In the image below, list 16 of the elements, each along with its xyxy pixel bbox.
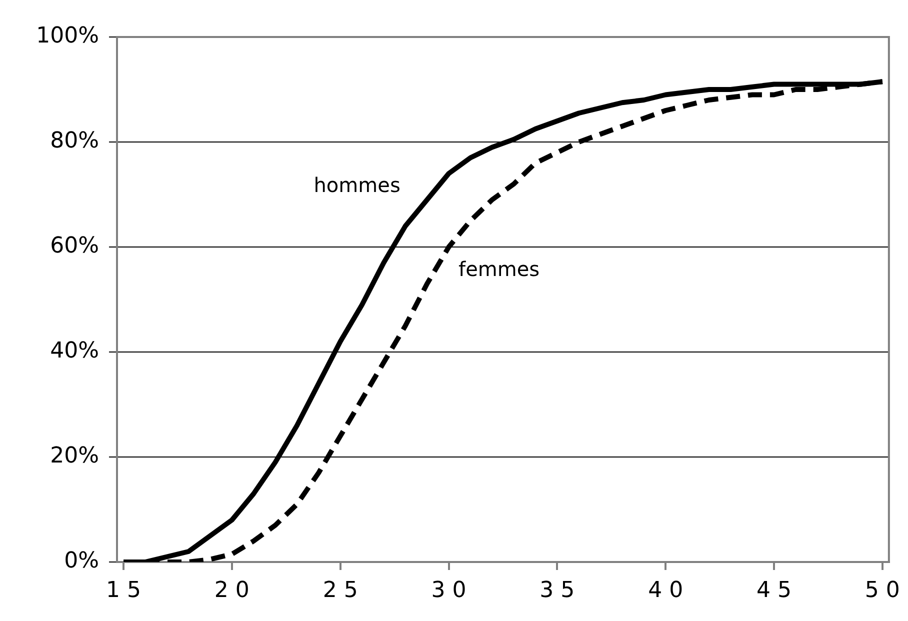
- y-tick-label: 60%: [50, 234, 99, 259]
- x-tick-label: 3 0: [431, 578, 466, 603]
- x-tick-label: 2 5: [322, 578, 358, 603]
- x-tick-label: 2 0: [214, 578, 250, 603]
- y-tick-label: 20%: [50, 444, 99, 469]
- x-tick-label: 4 0: [648, 578, 684, 603]
- y-tick-label: 40%: [50, 338, 99, 364]
- x-tick-label: 4 5: [756, 578, 792, 603]
- x-tick-label: 3 5: [540, 578, 575, 603]
- series-label: femmes: [458, 256, 540, 281]
- y-tick-label: 80%: [50, 128, 99, 154]
- y-tick-label: 100%: [36, 24, 99, 49]
- x-tick-label: 1 5: [106, 578, 142, 603]
- series-label: hommes: [314, 172, 400, 197]
- y-tick-label: 0%: [64, 548, 99, 574]
- x-tick-label: 5 0: [864, 578, 900, 603]
